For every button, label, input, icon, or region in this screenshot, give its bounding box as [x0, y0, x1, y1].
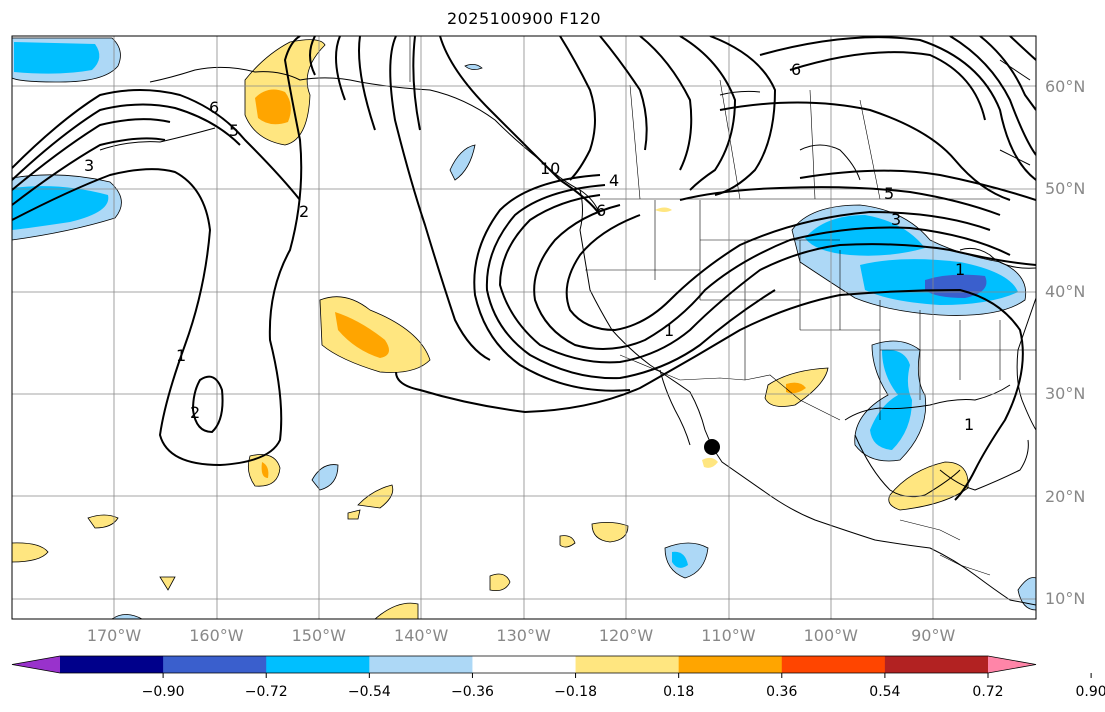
storm-center-marker [704, 439, 720, 455]
contour-lines [12, 36, 1036, 501]
colorbar-extend-high [988, 656, 1036, 673]
contour-label: 10 [540, 159, 560, 178]
contour-label: 3 [891, 210, 901, 229]
graticule [12, 36, 1036, 619]
anomaly-fields [12, 37, 1036, 619]
colorbar-segment [781, 656, 886, 673]
contour-label: 5 [229, 121, 239, 140]
colorbar-extend-low [12, 656, 60, 673]
contour-label: 6 [791, 60, 801, 79]
colorbar-tick-label: −0.18 [554, 684, 597, 700]
colorbar-tick-label: 0.18 [663, 684, 695, 700]
map-title: 2025100900 F120 [446, 9, 602, 28]
longitude-label: 160°W [189, 626, 244, 645]
contour-label: 1 [176, 346, 186, 365]
longitude-label: 150°W [291, 626, 346, 645]
colorbar-segment [678, 656, 783, 673]
latitude-label: 30°N [1045, 384, 1086, 404]
contour-label: 2 [190, 403, 200, 422]
longitude-label: 100°W [803, 626, 858, 645]
colorbar-segment [472, 656, 577, 673]
latitude-label: 10°N [1045, 589, 1086, 608]
colorbar-tick-label: 0.90 [1075, 684, 1105, 700]
colorbar-segment [884, 656, 989, 673]
contour-label: 4 [609, 171, 619, 190]
colorbar-tick-label: 0.72 [972, 684, 1004, 700]
contour-label: 6 [596, 201, 606, 220]
latitude-label: 40°N [1045, 281, 1086, 301]
contour-label: 1 [664, 321, 674, 340]
colorbar-segment [266, 656, 370, 673]
colorbar-segment [369, 656, 473, 673]
colorbar-tick-label: −0.72 [244, 684, 288, 700]
contour-label: 6 [209, 98, 219, 117]
colorbar-segment [575, 656, 680, 673]
colorbar-tick-label: 0.36 [766, 684, 798, 700]
longitude-label: 170°W [86, 626, 142, 645]
contour-label: 3 [84, 156, 94, 175]
longitude-label: 110°W [701, 626, 756, 645]
longitude-label: 140°W [394, 626, 449, 645]
colorbar [11, 655, 1092, 678]
coastlines [99, 59, 1036, 606]
colorbar-segment [60, 656, 164, 673]
contour-label: 1 [955, 260, 965, 279]
contour-label: 1 [964, 415, 974, 434]
contour-label: 2 [299, 202, 309, 221]
colorbar-tick-label: 0.54 [869, 684, 901, 700]
longitude-label: 130°W [496, 626, 551, 645]
colorbar-tick-label: −0.90 [141, 684, 185, 700]
colorbar-tick-label: −0.54 [347, 684, 391, 700]
latitude-label: 60°N [1045, 77, 1086, 96]
longitude-label: 120°W [598, 626, 654, 645]
colorbar-outline [11, 655, 1037, 674]
map-frame [11, 35, 1037, 620]
contour-label: 5 [884, 184, 894, 203]
latitude-label: 50°N [1045, 179, 1086, 199]
longitude-label: 90°W [911, 626, 956, 645]
latitude-label: 20°N [1045, 486, 1086, 506]
colorbar-tick-label: −0.36 [450, 684, 494, 700]
contour-labels: 6 5 3 2 1 2 4 6 10 1 6 5 3 1 1 [84, 60, 974, 434]
colorbar-segment [163, 656, 267, 673]
